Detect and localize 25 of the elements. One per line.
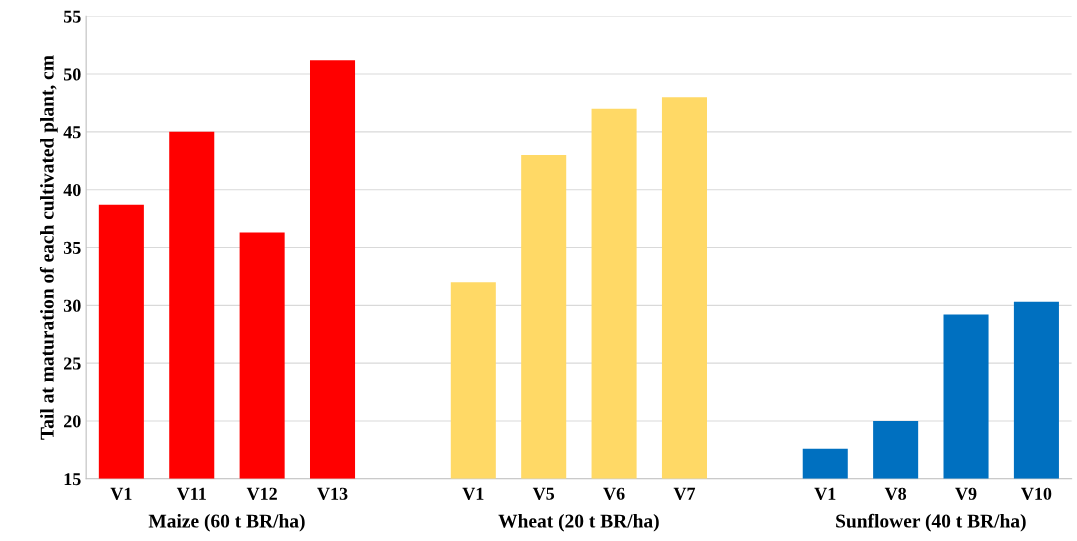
x-tick-label: V1 — [814, 487, 836, 500]
x-tick-label: V6 — [603, 487, 625, 500]
y-tick-label: 20 — [64, 415, 81, 428]
text: Sunflower (40 t BR/ha) — [836, 513, 1026, 532]
y-tick-label: 35 — [63, 241, 81, 254]
text: Wheat (20 t BR/ha) — [498, 513, 659, 532]
x-tick-label: V12 — [246, 487, 277, 500]
y-tick-label: 30 — [63, 299, 81, 312]
y-tick-label: 50 — [63, 68, 81, 81]
y-axis-title: Tail at maturation of each cultivated plant, cm — [39, 55, 58, 440]
x-tick-label: V1 — [110, 487, 132, 500]
x-tick-label: V13 — [317, 487, 348, 500]
x-tick-label: V8 — [884, 487, 907, 500]
y-tick-label: 45 — [63, 126, 81, 139]
y-tick-label: 25 — [64, 357, 81, 370]
x-tick-label: V5 — [532, 487, 555, 500]
y-tick-label: 55 — [63, 10, 81, 23]
y-tick-label: 15 — [64, 473, 81, 486]
x-tick-label: V10 — [1021, 487, 1052, 500]
text: Maize (60 t BR/ha) — [148, 513, 305, 532]
y-tick-label: 40 — [63, 183, 81, 197]
x-tick-label: V9 — [955, 487, 977, 500]
x-tick-label: V11 — [176, 487, 206, 500]
x-tick-label: V1 — [462, 487, 484, 500]
x-tick-label: V7 — [673, 487, 696, 500]
